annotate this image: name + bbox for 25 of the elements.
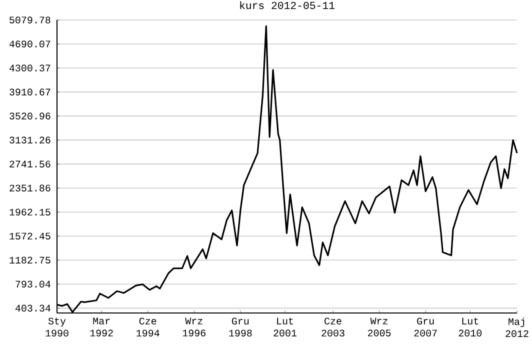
y-tick-label: 1572.45	[10, 232, 50, 240]
x-tick-label: Maj 2012	[506, 318, 528, 338]
y-tick-label: 3910.67	[10, 88, 50, 96]
y-tick-label: 3131.26	[10, 136, 50, 144]
x-tick-label: Gru 1998	[229, 318, 252, 337]
y-tick-label: 5079.78	[10, 16, 50, 24]
y-tick-label: 3520.96	[10, 112, 50, 120]
chart-title: kurs 2012-05-11	[240, 1, 334, 10]
x-tick-label: Wrz 2005	[368, 318, 391, 336]
x-tick-label: Lut 2010	[458, 318, 482, 336]
y-tick-label: 2741.56	[10, 160, 50, 168]
x-tick-label: Lut 2001	[274, 318, 297, 336]
y-tick-label: 793.04	[16, 280, 50, 288]
x-tick-label: Wrz 1996	[182, 318, 206, 336]
x-tick-label: Gru 2007	[414, 318, 437, 337]
y-tick-label: 1182.75	[10, 256, 50, 264]
x-tick-label: Mar 1992	[90, 318, 113, 336]
x-tick-label: Cze 1994	[136, 318, 160, 337]
y-tick-label: 1962.15	[10, 208, 50, 216]
y-tick-label: 2351.86	[10, 184, 50, 192]
y-tick-label: 403.34	[15, 304, 50, 312]
x-tick-label: Cze 2003	[322, 318, 344, 337]
x-tick-label: Sty 1990	[46, 318, 68, 337]
y-tick-label: 4300.37	[9, 64, 50, 72]
y-tick-label: 4690.07	[9, 40, 50, 48]
